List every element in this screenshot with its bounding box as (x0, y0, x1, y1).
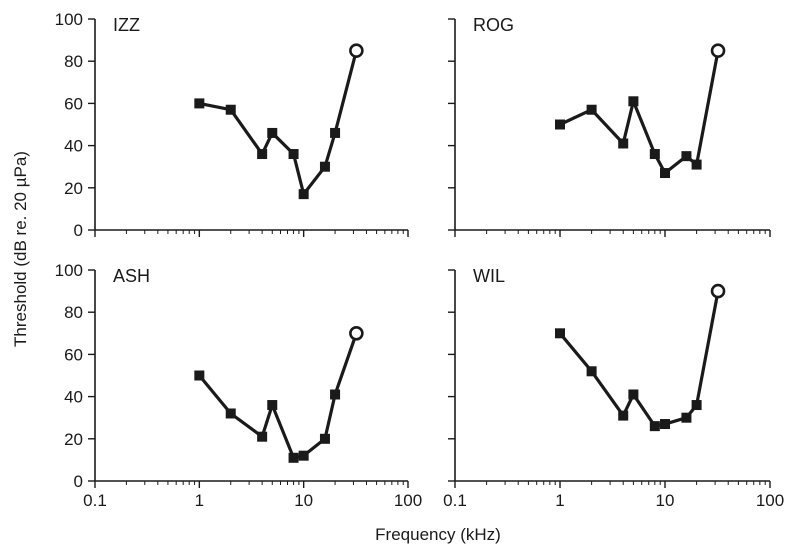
data-point (649, 149, 660, 160)
x-tick-label: 100 (394, 491, 422, 510)
data-point (681, 412, 692, 423)
x-tick-label: 10 (294, 491, 313, 510)
data-point (555, 328, 565, 339)
y-tick-label: 80 (64, 303, 83, 322)
y-tick-label: 100 (55, 10, 83, 29)
x-tick-label: 1 (195, 491, 204, 510)
y-tick-label: 20 (64, 430, 83, 449)
data-point (257, 149, 268, 160)
x-tick-label: 100 (756, 491, 784, 510)
data-point (288, 452, 299, 463)
panel-label: ASH (113, 266, 150, 286)
data-point (267, 400, 278, 411)
y-tick-label: 60 (64, 94, 83, 113)
panel-ash: 0 20 40 60 80 100 0.1 1 10 100 ASH (55, 261, 423, 510)
panel-label: WIL (473, 266, 505, 286)
y-tick-label: 20 (64, 179, 83, 198)
panel-label: ROG (473, 15, 514, 35)
open-data-point (349, 43, 364, 58)
panel-izz: 0 20 40 60 80 100 IZZ (55, 10, 409, 240)
data-point (319, 433, 330, 444)
x-tick-label: 1 (555, 491, 564, 510)
data-point (586, 366, 597, 377)
y-tick-label: 40 (64, 388, 83, 407)
data-point (319, 161, 330, 172)
data-point (225, 408, 236, 419)
data-point (288, 149, 299, 160)
data-point (194, 370, 205, 381)
y-tick-label: 0 (74, 221, 83, 240)
data-point (225, 104, 236, 115)
y-axis-title: Threshold (dB re. 20 µPa) (11, 151, 30, 347)
data-point (649, 421, 660, 432)
panel-rog: ROG (448, 15, 771, 237)
series-line (199, 50, 358, 196)
x-tick-label: 10 (656, 491, 675, 510)
data-point (628, 389, 639, 400)
data-point (298, 450, 309, 461)
data-point (257, 431, 268, 442)
data-point (660, 419, 670, 430)
y-tick-label: 100 (55, 261, 83, 280)
open-data-point (349, 325, 364, 341)
series-line (559, 50, 720, 175)
panel-wil: 0.1 1 10 100 WIL (443, 266, 784, 510)
data-point (267, 127, 278, 138)
data-point (586, 104, 597, 115)
open-data-point (710, 43, 726, 58)
y-tick-label: 60 (64, 345, 83, 364)
y-tick-label: 80 (64, 52, 83, 71)
open-data-point (710, 283, 726, 299)
panel-label: IZZ (113, 15, 140, 35)
x-tick-label: 0.1 (443, 491, 467, 510)
panels: 0 20 40 60 80 100 IZZ ROG 0 20 40 60 80 100 0.1 1 10 100 A… (55, 10, 785, 510)
data-point (681, 151, 692, 162)
data-point (330, 127, 341, 138)
data-point (618, 410, 629, 421)
x-axis-title: Frequency (kHz) (375, 525, 501, 544)
x-tick-label: 0.1 (83, 491, 107, 510)
data-point (628, 96, 639, 107)
data-point (194, 98, 205, 109)
data-point (691, 400, 702, 411)
data-point (660, 168, 670, 179)
data-point (298, 189, 309, 200)
data-point (555, 119, 565, 130)
data-point (691, 159, 702, 170)
y-tick-label: 40 (64, 137, 83, 156)
data-point (618, 138, 629, 149)
y-tick-label: 0 (74, 472, 83, 491)
data-point (330, 389, 341, 400)
